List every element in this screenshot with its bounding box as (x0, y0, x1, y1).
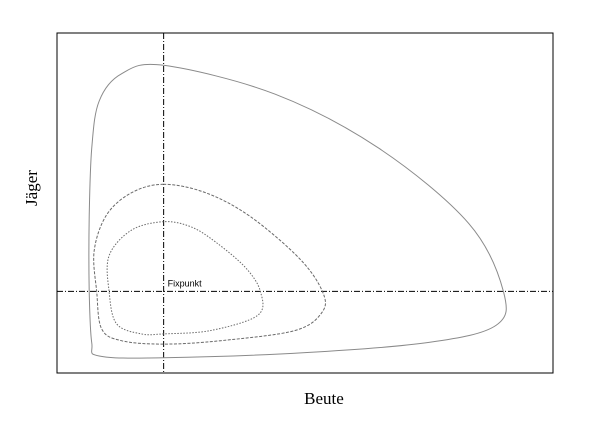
outer-trajectory (88, 63, 507, 359)
y-axis-label: Jäger (22, 170, 41, 206)
middle-trajectory (93, 183, 326, 345)
fixpoint-reference-lines (57, 33, 553, 373)
plot-frame (56, 32, 554, 374)
fixpoint-label: Fixpunkt (168, 278, 203, 288)
trajectory-curves (88, 63, 507, 359)
x-axis-label: Beute (304, 389, 344, 408)
